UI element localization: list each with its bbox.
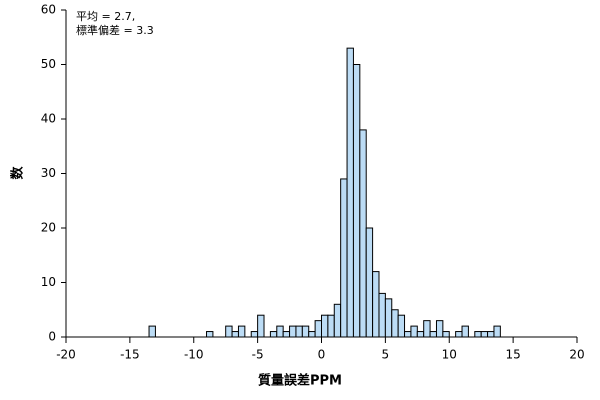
x-tick-label: -20 — [56, 348, 76, 362]
bar — [397, 314, 406, 338]
x-axis-label: 質量誤差PPM — [258, 373, 342, 389]
bar — [416, 331, 425, 338]
bar — [346, 47, 354, 338]
bar — [493, 325, 501, 338]
bar — [250, 331, 259, 338]
y-tick-label: 60 — [41, 3, 56, 17]
bar — [295, 325, 303, 338]
x-tick-label: -15 — [120, 348, 140, 362]
bar — [289, 325, 297, 338]
bar — [225, 325, 233, 338]
annotation: 標準偏差 = 3.3 — [76, 23, 154, 37]
y-tick-label: 50 — [41, 57, 56, 71]
x-tick-label: 15 — [505, 348, 520, 362]
y-tick-label: 0 — [48, 330, 56, 344]
bar — [487, 331, 495, 338]
bar — [423, 320, 431, 338]
bar — [435, 320, 444, 338]
bar — [352, 64, 361, 338]
x-tick-label: -10 — [184, 348, 204, 362]
bar — [327, 314, 335, 338]
bar — [321, 314, 329, 338]
y-tick-label: 40 — [41, 112, 56, 126]
bar — [333, 303, 342, 338]
bar — [384, 298, 393, 338]
annotation: 平均 = 2.7, — [76, 10, 135, 23]
x-tick-label: 5 — [382, 348, 390, 362]
bar — [372, 271, 380, 338]
bar — [455, 331, 463, 338]
bar — [231, 331, 239, 338]
x-tick-label: -5 — [252, 348, 264, 362]
y-axis-label: 数 — [10, 166, 26, 180]
x-tick-label: 20 — [569, 348, 584, 362]
bar — [237, 325, 246, 338]
bar — [391, 309, 399, 338]
bar — [365, 227, 374, 338]
bar — [148, 325, 156, 338]
bar — [276, 325, 284, 338]
bar — [429, 331, 437, 338]
bar — [442, 331, 450, 338]
x-tick-label: 0 — [318, 348, 326, 362]
bar — [480, 331, 489, 338]
y-tick-label: 30 — [41, 166, 56, 180]
bar — [257, 314, 265, 338]
bar — [314, 320, 322, 338]
bar — [269, 331, 278, 338]
bar — [404, 331, 412, 338]
y-tick-label: 10 — [41, 275, 56, 289]
bar — [410, 325, 418, 338]
bar — [378, 292, 386, 338]
bar — [301, 325, 310, 338]
y-tick-label: 20 — [41, 221, 56, 235]
bar — [282, 331, 291, 338]
bar — [359, 129, 367, 338]
bar — [474, 331, 482, 338]
bar — [206, 331, 214, 338]
bar — [461, 325, 469, 338]
bar — [308, 331, 316, 338]
x-tick-label: 10 — [442, 348, 457, 362]
bar — [340, 178, 348, 338]
